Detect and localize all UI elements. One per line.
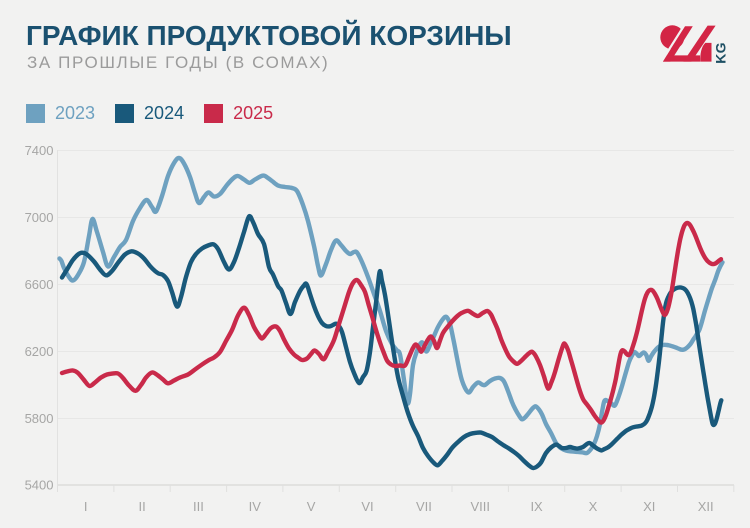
svg-text:XII: XII xyxy=(698,499,714,514)
svg-text:7000: 7000 xyxy=(25,210,54,225)
svg-text:KG: KG xyxy=(713,42,729,64)
svg-text:IX: IX xyxy=(530,499,543,514)
svg-text:IV: IV xyxy=(249,499,262,514)
svg-text:X: X xyxy=(589,499,598,514)
svg-text:III: III xyxy=(193,499,204,514)
svg-text:VIII: VIII xyxy=(470,499,490,514)
svg-text:II: II xyxy=(138,499,145,514)
svg-text:VI: VI xyxy=(361,499,373,514)
svg-text:I: I xyxy=(84,499,88,514)
svg-text:6200: 6200 xyxy=(25,344,54,359)
svg-text:5800: 5800 xyxy=(25,411,54,426)
svg-text:6600: 6600 xyxy=(25,277,54,292)
svg-text:VII: VII xyxy=(416,499,432,514)
svg-text:7400: 7400 xyxy=(25,143,54,158)
svg-text:5400: 5400 xyxy=(25,478,54,493)
svg-text:V: V xyxy=(307,499,316,514)
svg-text:XI: XI xyxy=(643,499,655,514)
